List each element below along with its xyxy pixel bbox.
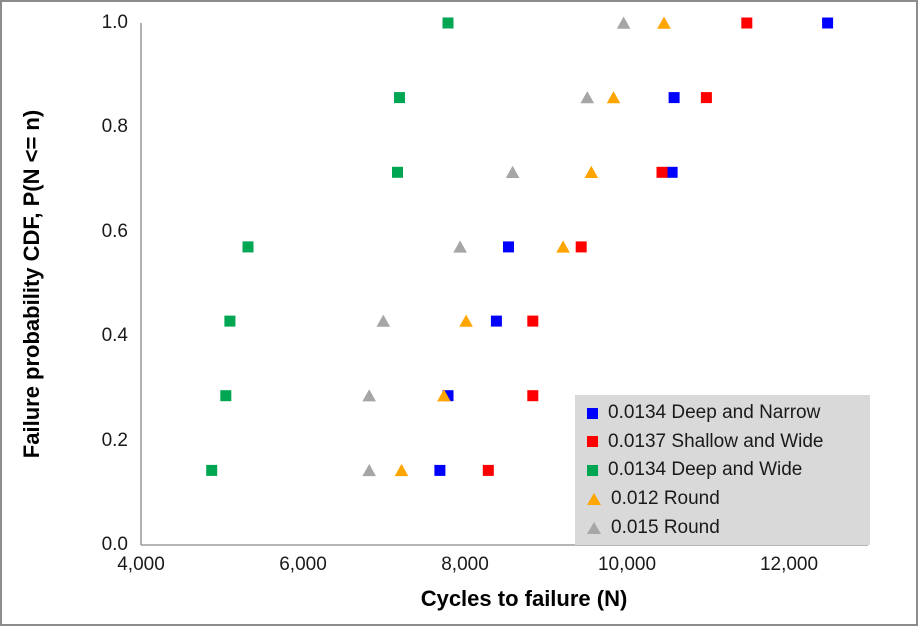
data-point-triangle <box>616 16 631 29</box>
y-tick-label: 0.4 <box>101 325 128 347</box>
data-point-square <box>442 390 454 402</box>
legend-item: 0.0134 Deep and Wide <box>575 456 870 485</box>
data-point-triangle <box>362 389 376 402</box>
legend-marker-triangle <box>587 521 601 534</box>
x-tick-label: 8,000 <box>441 554 489 575</box>
data-point-square <box>822 17 834 29</box>
legend-marker-square <box>587 407 598 419</box>
data-point-square <box>392 166 403 178</box>
data-point-square <box>434 464 446 476</box>
legend-label: 0.015 Round <box>611 516 720 538</box>
data-point-square <box>656 166 668 178</box>
data-point-square <box>394 92 405 104</box>
data-point-square <box>741 17 753 29</box>
data-point-square <box>242 241 254 253</box>
data-point-triangle <box>556 240 570 253</box>
x-tick-label: 10,000 <box>597 554 657 575</box>
legend: 0.0134 Deep and Narrow 0.0137 Shallow an… <box>575 395 870 545</box>
legend-label: 0.0137 Shallow and Wide <box>608 430 824 452</box>
x-tick-label: 4,000 <box>117 554 165 575</box>
x-tick-label: 12,000 <box>759 554 819 575</box>
legend-item: 0.0137 Shallow and Wide <box>575 428 870 457</box>
data-point-square <box>666 166 678 178</box>
data-point-triangle <box>505 165 520 178</box>
data-point-triangle <box>606 91 621 104</box>
data-point-square <box>527 390 539 402</box>
x-tick-label: 6,000 <box>279 554 327 575</box>
data-point-square <box>442 17 454 29</box>
legend-label: 0.0134 Deep and Wide <box>608 459 803 481</box>
data-point-square <box>575 241 587 253</box>
data-point-square <box>482 464 494 476</box>
y-tick-label: 0.6 <box>101 220 128 242</box>
legend-label: 0.012 Round <box>611 488 720 510</box>
legend-item: 0.012 Round <box>575 485 870 514</box>
data-point-square <box>668 92 680 104</box>
data-points-group <box>206 16 834 477</box>
y-tick-label: 0.2 <box>101 429 128 451</box>
data-point-square <box>700 92 712 104</box>
data-point-triangle <box>459 314 473 327</box>
x-axis-title: Cycles to failure (N) <box>420 586 628 611</box>
legend-label: 0.0134 Deep and Narrow <box>608 402 821 424</box>
legend-marker-square <box>587 464 598 476</box>
data-point-square <box>224 315 236 327</box>
data-point-triangle <box>394 463 409 477</box>
y-tick-label: 1.0 <box>101 12 128 33</box>
legend-item: 0.015 Round <box>575 513 870 542</box>
legend-marker-square <box>587 436 598 448</box>
data-point-triangle <box>584 165 599 178</box>
data-point-triangle <box>376 314 391 327</box>
data-point-square <box>220 390 232 402</box>
data-point-triangle <box>580 91 595 104</box>
data-point-square <box>527 315 539 327</box>
data-point-square <box>490 315 502 327</box>
legend-marker-triangle <box>587 493 601 506</box>
data-point-triangle <box>453 240 467 253</box>
y-tick-label: 0.0 <box>101 534 128 555</box>
data-point-triangle <box>362 463 376 477</box>
data-point-triangle <box>437 389 451 402</box>
data-point-square <box>503 241 514 253</box>
y-axis-title: Failure probability CDF, P(N <= n) <box>19 109 44 459</box>
data-point-square <box>206 464 218 476</box>
y-tick-label: 0.8 <box>101 116 128 138</box>
legend-item: 0.0134 Deep and Narrow <box>575 399 870 428</box>
data-point-triangle <box>657 16 671 29</box>
